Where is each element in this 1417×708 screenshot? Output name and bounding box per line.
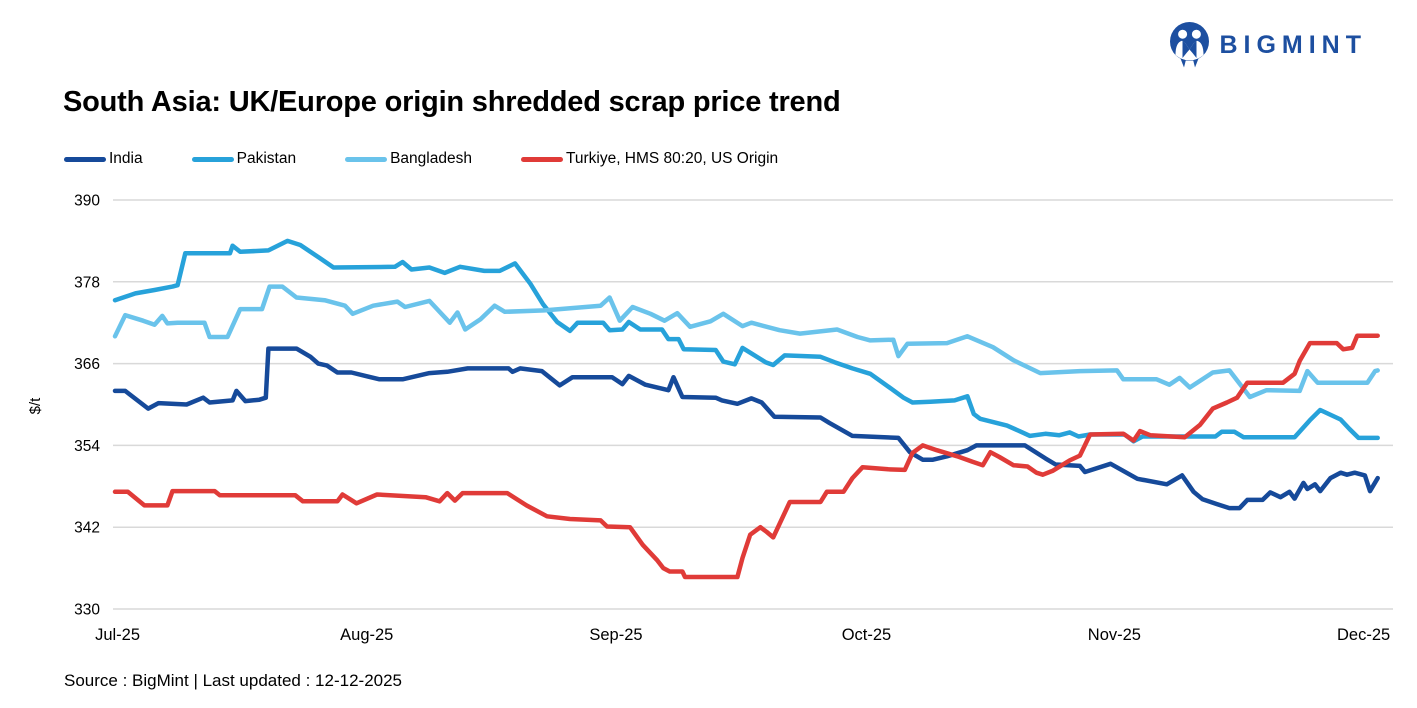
series-line-bangladesh — [112, 284, 1380, 400]
series-line-india — [112, 346, 1380, 511]
x-tick-label-Dec-25: Dec-25 — [1337, 626, 1390, 644]
x-tick-label-Jul-25: Jul-25 — [95, 626, 140, 644]
legend-swatch-pakistan — [191, 156, 234, 162]
legend-label-india: India — [109, 150, 143, 167]
x-tick-label-Sep-25: Sep-25 — [589, 626, 642, 644]
bigmint-logo-text: BIGMINT — [1219, 30, 1367, 59]
chart-title: South Asia: UK/Europe origin shredded sc… — [63, 86, 841, 118]
legend-swatch-bangladesh — [345, 156, 388, 162]
legend-item-bangladesh: Bangladesh — [345, 150, 472, 168]
y-tick-label-366: 366 — [74, 356, 100, 373]
legend-item-pakistan: Pakistan — [191, 150, 297, 168]
legend-item-india: India — [64, 150, 143, 168]
bigmint-logo-icon — [1170, 22, 1210, 68]
legend-label-turkiye: Turkiye, HMS 80:20, US Origin — [565, 150, 779, 167]
legend-item-turkiye: Turkiye, HMS 80:20, US Origin — [520, 150, 779, 168]
x-tick-label-Nov-25: Nov-25 — [1088, 626, 1141, 644]
bigmint-logo: BIGMINT — [1169, 22, 1367, 68]
x-tick-label-Oct-25: Oct-25 — [842, 626, 892, 644]
series-line-pakistan — [112, 238, 1380, 444]
legend-label-pakistan: Pakistan — [236, 150, 297, 167]
y-tick-label-342: 342 — [74, 520, 100, 537]
y-tick-label-354: 354 — [74, 438, 100, 455]
chart-legend: India Pakistan Bangladesh Turkiye, HMS 8… — [64, 150, 778, 168]
legend-swatch-india — [64, 156, 106, 162]
series-line-turkiye-hms-80-20-us-origin — [112, 333, 1380, 580]
x-tick-label-Aug-25: Aug-25 — [340, 626, 393, 644]
source-note: Source : BigMint | Last updated : 12-12-… — [64, 671, 403, 690]
y-tick-label-378: 378 — [74, 274, 100, 291]
y-axis-label: $/t — [27, 397, 44, 415]
legend-label-bangladesh: Bangladesh — [390, 150, 472, 167]
y-tick-label-390: 390 — [74, 193, 100, 210]
legend-swatch-turkiye — [520, 156, 563, 162]
y-tick-label-330: 330 — [74, 602, 100, 619]
